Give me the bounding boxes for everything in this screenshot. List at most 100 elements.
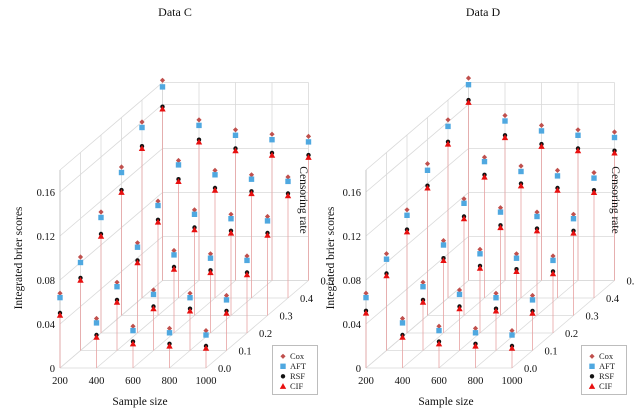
data-point-aft	[269, 137, 275, 143]
legend-item-cif: CIF	[279, 381, 303, 391]
data-point-cif	[56, 312, 64, 318]
data-point-cox	[305, 133, 312, 139]
data-point-aft	[611, 134, 618, 141]
data-point-cox	[98, 209, 104, 215]
data-point-cox	[187, 290, 193, 296]
data-point-cif	[170, 266, 178, 272]
data-point-cif	[419, 298, 427, 305]
data-point-cif	[497, 224, 504, 231]
data-point-aft	[150, 291, 157, 298]
legend-marker-cif	[279, 383, 287, 389]
data-point-aft	[440, 242, 447, 248]
data-point-cox	[477, 246, 483, 252]
data-point-cif	[77, 276, 84, 283]
data-point-cif	[93, 334, 100, 340]
data-point-cif	[134, 259, 141, 266]
legend-marker-cox	[280, 353, 286, 359]
data-point-cif	[590, 189, 598, 195]
z-axis-label: Censoring rate	[297, 166, 309, 233]
legend-swatch	[589, 353, 595, 359]
legend-label: AFT	[290, 361, 307, 371]
data-point-cox	[554, 167, 561, 173]
data-point-aft	[191, 211, 198, 217]
data-point-cox	[497, 205, 504, 211]
data-point-cox	[424, 161, 431, 167]
legend-label: Cox	[290, 351, 305, 361]
data-point-cif	[186, 307, 194, 314]
floor-gridline	[438, 280, 542, 369]
data-point-cox	[550, 253, 556, 259]
data-point-aft	[118, 169, 125, 176]
chart-title: Data D	[466, 5, 501, 19]
data-point-aft	[554, 173, 561, 179]
y-tick-label: 0.08	[37, 276, 55, 287]
data-point-cox	[465, 75, 472, 81]
y-tick-label: 0	[356, 364, 361, 375]
data-point-cox	[171, 247, 177, 254]
data-point-cox	[57, 290, 63, 296]
floor-gridline	[475, 280, 579, 369]
legend-swatch	[280, 374, 286, 379]
data-point-cif	[264, 232, 271, 238]
data-point-cif	[435, 340, 443, 347]
data-point-cif	[248, 190, 255, 197]
floor-gridline	[511, 280, 615, 369]
data-point-cox	[518, 163, 524, 169]
data-point-cif	[166, 342, 173, 349]
data-point-cox	[591, 170, 597, 176]
data-point-cox	[203, 328, 209, 334]
data-point-cox	[269, 131, 275, 137]
data-point-aft	[130, 327, 136, 334]
data-point-cox	[493, 290, 499, 296]
data-point-aft	[493, 295, 499, 301]
data-point-aft	[575, 132, 581, 138]
data-point-cif	[517, 182, 525, 189]
legend-label: RSF	[290, 371, 306, 381]
data-point-cif	[508, 345, 516, 351]
chart-panel-data-d: Data D 0 0.04 0.08 0.12 0.16 Integrated brier …	[325, 5, 635, 408]
data-point-cif	[383, 272, 390, 279]
floor-gridline	[132, 280, 236, 369]
z-axis-label: Censoring rate	[609, 166, 621, 233]
data-point-cox	[77, 254, 84, 260]
data-point-aft	[591, 175, 597, 181]
data-point-cif	[554, 187, 561, 193]
data-point-cif	[460, 215, 468, 222]
data-point-cif	[118, 189, 125, 195]
data-point-aft	[155, 202, 161, 209]
data-point-cif	[399, 334, 406, 340]
floor-gridline	[96, 280, 200, 369]
data-point-cif	[159, 105, 166, 112]
data-point-aft	[244, 257, 250, 264]
data-point-aft	[424, 167, 431, 173]
data-point-aft	[529, 297, 536, 303]
x-axis-label: Sample size	[112, 396, 167, 408]
data-point-aft	[232, 132, 239, 138]
chart-panel-data-c: Data C 0 0.04 0.08 0.12 0.16 Integrated brier …	[13, 5, 334, 408]
legend-swatch	[589, 363, 595, 369]
legend-label: RSF	[599, 371, 615, 381]
data-point-cif	[611, 149, 618, 156]
data-point-aft	[139, 124, 145, 131]
data-point-cox	[248, 172, 255, 178]
data-point-cox	[93, 315, 100, 322]
legend-label: Cox	[599, 351, 614, 361]
legend-item-cox: Cox	[588, 351, 613, 361]
legend-swatch	[280, 363, 286, 369]
data-point-aft	[166, 330, 173, 336]
floor-gridline	[365, 280, 469, 369]
z-tick-label: 0.0	[524, 364, 537, 375]
data-point-cox	[534, 209, 540, 215]
data-point-cif	[191, 226, 198, 233]
z-tick-label: 0.3	[586, 312, 599, 323]
data-point-aft	[518, 168, 524, 175]
legend-item-rsf: RSF	[279, 371, 305, 381]
x-tick-label: 400	[395, 376, 411, 387]
data-point-cif	[472, 342, 479, 349]
y-tick-label: 0.16	[343, 188, 361, 199]
data-point-aft	[248, 176, 255, 182]
data-point-cox	[440, 238, 447, 244]
data-point-cox	[228, 211, 234, 217]
legend-marker-rsf	[280, 374, 286, 379]
data-point-cif	[492, 307, 500, 314]
